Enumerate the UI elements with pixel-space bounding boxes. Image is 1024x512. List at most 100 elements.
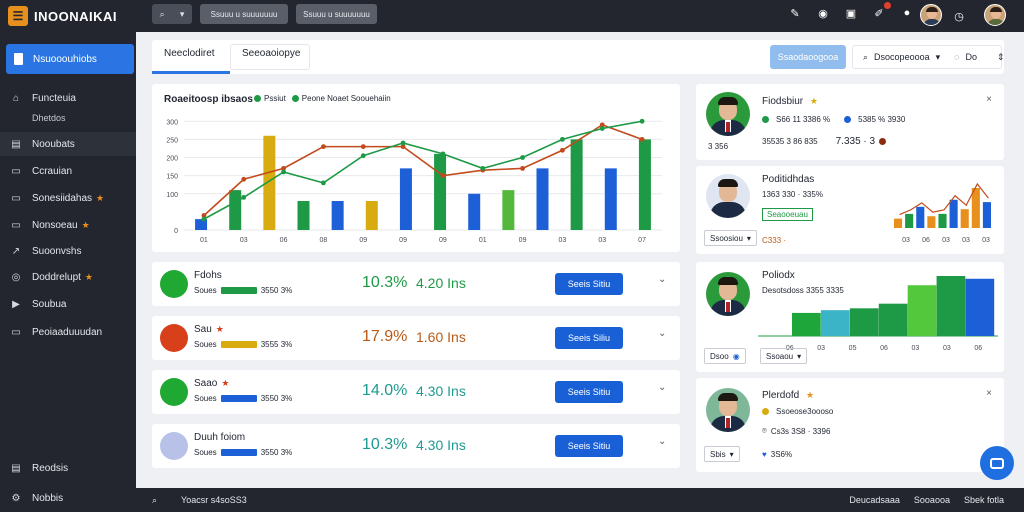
y-tick-label: 0 [174, 228, 178, 235]
sidebar-item-8[interactable]: ▶ Soubua [0, 292, 136, 316]
logo-icon: ☰ [8, 6, 28, 26]
y-tick-label: 100 [166, 192, 178, 199]
profile-stat-text: 1363 330 · 335% [762, 190, 823, 199]
row-action-button[interactable]: Seeis Sitiu [555, 273, 623, 295]
mini-x-label: 03 [962, 237, 970, 244]
status-item-2[interactable]: Sooaooa [913, 495, 950, 505]
profile-chart-bar [965, 278, 995, 336]
profile-avatar[interactable] [706, 388, 750, 432]
app-logo[interactable]: ☰ INOONAIKAI [8, 6, 117, 26]
sidebar-subitem[interactable]: Dhetdos [0, 106, 136, 130]
tab-1[interactable]: Neeclodiret [164, 48, 215, 59]
x-tick-label: 03 [559, 237, 567, 244]
sidebar-item-9[interactable]: ▭ Peoiaaduuudan [0, 320, 136, 344]
row-action-button[interactable]: Seeis Sitiu [555, 381, 623, 403]
avatar-hair [718, 277, 738, 285]
sidebar-item-3[interactable]: ▭ Ccrauian [0, 159, 136, 183]
profile-card-1: Fiodsbiur ★ × S66 11 3386 % 5385 % 3930 3… [696, 84, 1004, 160]
profile-chart-x-label: 03 [817, 345, 825, 352]
chevron-down-icon[interactable]: ⌄ [658, 274, 667, 285]
row-progress-bar [220, 395, 257, 402]
row-progress-bar [220, 449, 257, 456]
clock-icon[interactable]: ◷ [954, 10, 964, 23]
row-progress-bar [220, 287, 257, 294]
top-field-1[interactable]: Ssuuu u suuuuuuu [200, 4, 288, 24]
status-item-1[interactable]: Deucadsaaa [849, 495, 900, 505]
profile-select[interactable]: Ssoosiou ▾ [704, 230, 757, 246]
chart-bar [536, 168, 549, 230]
row-percent: 14.0% [362, 382, 408, 399]
tab-2[interactable]: Seeoaoiopye [242, 48, 301, 59]
avatar-face [991, 9, 1001, 19]
top-bar: ☰ INOONAIKAI ⌕ ▾ Ssuuu u suuuuuuu Ssuuu … [0, 0, 1024, 32]
chevron-down-icon[interactable]: ⌄ [658, 436, 667, 447]
sidebar-item-1[interactable]: ⌂ Functeuia [0, 86, 136, 110]
profile-extra: ♥ 3S6% [762, 450, 792, 459]
metric-row: Duuh foiom Soues 3550 3% 10.3% 4.30 Ins Seeis… [152, 424, 680, 468]
profile-avatar[interactable] [706, 174, 750, 218]
user-avatar[interactable] [920, 4, 942, 26]
close-icon[interactable]: × [986, 94, 992, 105]
sidebar-item-6[interactable]: ↗ Suoonvshs [0, 239, 136, 263]
mini-bar [971, 188, 980, 228]
sidebar-item-7[interactable]: ◎ Doddrelupt ★ [0, 265, 136, 289]
account-avatar[interactable] [984, 4, 1006, 26]
sidebar-item-label: Reodsis [32, 462, 69, 474]
row-sub: Soues 3550 3% [194, 448, 292, 457]
box-icon[interactable]: ▣ [845, 7, 857, 20]
pen-alert-icon[interactable]: ✐ [872, 2, 891, 20]
tab-2-frame [230, 44, 310, 70]
row-name-text: Sau [194, 324, 212, 335]
status-circle [160, 432, 188, 460]
chevron-down-icon: ▾ [746, 233, 751, 243]
profile-chart: 06 03 05 06 03 03 06 [758, 276, 998, 352]
top-field-2[interactable]: Ssuuu u suuuuuuu [296, 4, 377, 24]
avatar-face [927, 9, 937, 19]
mini-bar [949, 199, 958, 228]
notification-badge [884, 2, 891, 9]
profile-select-1[interactable]: Dsoo ◉ [704, 348, 746, 364]
row-name: Sau ★ [194, 324, 224, 335]
primary-action-button[interactable]: Ssaodaoogooa [770, 45, 846, 69]
select-label: Dsocopeoooa [874, 52, 930, 62]
chevron-down-icon[interactable]: ⌄ [658, 328, 667, 339]
eye-icon[interactable]: ◉ [818, 7, 828, 20]
status-item-3[interactable]: Sbek fotla [963, 495, 1004, 505]
series-line-green-point [480, 165, 486, 171]
row-sub-value: 3555 3% [260, 340, 293, 349]
filter-select[interactable]: ⌕ Dsocopeoooa ▾ ◌ Do ⇕ [852, 45, 1005, 69]
close-icon[interactable]: × [986, 388, 992, 399]
sidebar-item-active[interactable]: Nsuooouhiobs [6, 44, 134, 74]
report-icon: ▤ [11, 462, 21, 474]
profile-chart-x-label: 06 [880, 345, 888, 352]
search-icon[interactable]: ⌕ [152, 494, 158, 505]
profile-select[interactable]: Sbis ▾ [704, 446, 740, 462]
mini-bar [960, 209, 969, 228]
sidebar-item-label: Doddrelupt [32, 271, 81, 283]
profile-chart-x-label: 03 [943, 345, 951, 352]
profile-select-2[interactable]: Ssoaou ▾ [760, 348, 808, 364]
chat-fab-button[interactable] [980, 446, 1014, 480]
sidebar-item-5[interactable]: ▭ Nonsoeau ★ [0, 213, 136, 237]
sidebar-item-2[interactable]: ▤ Nooubats [0, 132, 136, 156]
series-line-red-point [201, 213, 207, 218]
help-icon[interactable]: ● [903, 7, 911, 19]
sidebar-item-reports[interactable]: ▤ Reodsis [0, 456, 136, 480]
mini-x-label: 03 [902, 237, 910, 244]
row-action-button[interactable]: Seeis Sitiu [555, 435, 623, 457]
legend-dot [291, 95, 299, 103]
sidebar-item-4[interactable]: ▭ Sonesiidahas ★ [0, 186, 136, 210]
mini-x-label: 03 [982, 237, 990, 244]
chevron-down-icon[interactable]: ⌄ [658, 382, 667, 393]
profile-avatar[interactable] [706, 92, 750, 136]
profile-avatar[interactable] [706, 272, 750, 316]
sidebar-item-settings[interactable]: ⚙ Nobbis [0, 486, 136, 510]
pen-icon[interactable]: ✎ [790, 7, 800, 20]
avatar-tie [726, 302, 730, 312]
top-search-button[interactable]: ⌕ ▾ [152, 4, 192, 24]
profile-stat-1: Desotsdoss 3355 3335 [762, 286, 844, 295]
row-action-button[interactable]: Seeis Siliu [555, 327, 623, 349]
row-percent: 17.9% [362, 328, 408, 345]
avatar-body [987, 19, 1005, 25]
y-tick-label: 200 [166, 156, 178, 163]
